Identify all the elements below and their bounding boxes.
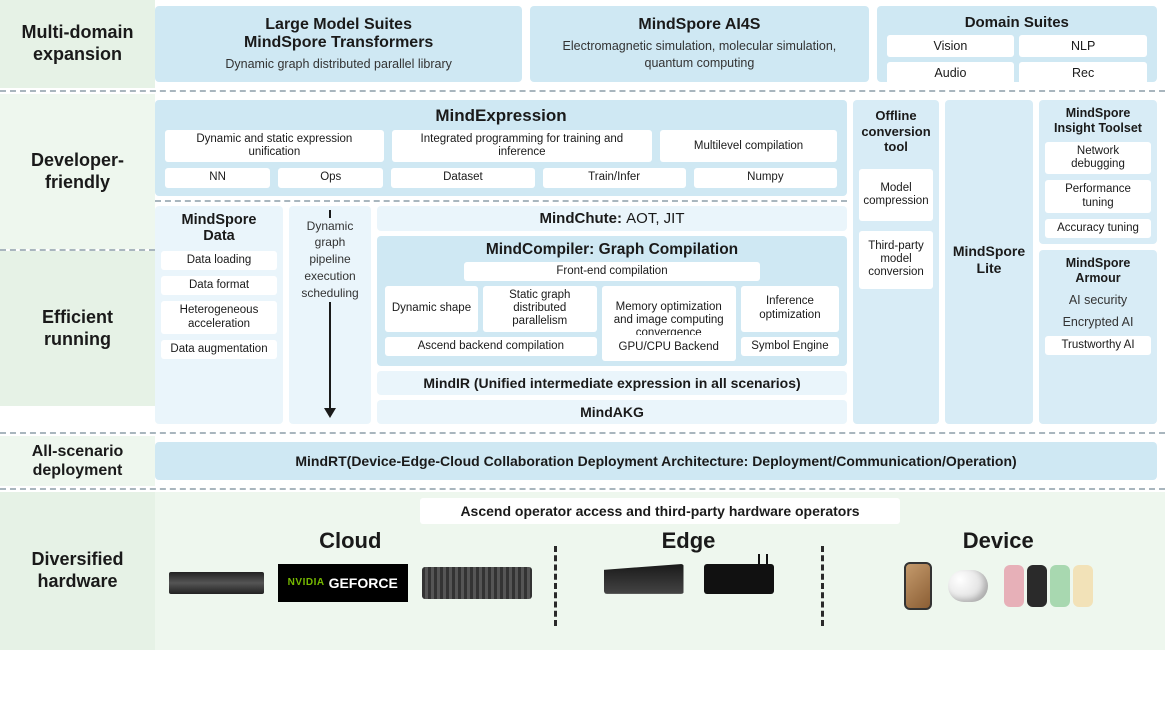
hw-earbuds-icon: [948, 570, 988, 602]
me-dataset: Dataset: [391, 168, 534, 187]
panel-offline: Offline conversion tool Model compressio…: [853, 100, 939, 424]
insight-acc: Accuracy tuning: [1045, 219, 1151, 238]
panel-lite: MindSporeLite: [945, 100, 1033, 424]
armour-title: MindSpore Armour: [1045, 256, 1151, 286]
row4-content: MindRT(Device-Edge-Cloud Collaboration D…: [155, 436, 1165, 486]
hw-watches-icon: [1004, 565, 1093, 607]
divider-1: [0, 90, 1165, 92]
msdata-format: Data format: [161, 276, 277, 295]
me-numpy: Numpy: [694, 168, 837, 187]
panel-mindir: MindIR (Unified intermediate expression …: [377, 371, 847, 395]
msdata-title: MindSporeData: [161, 212, 277, 245]
insight-title: MindSpore Insight Toolset: [1045, 106, 1151, 136]
hw-access: Ascend operator access and third-party h…: [420, 498, 899, 524]
panel-mindchute: MindChute: AOT, JIT: [377, 206, 847, 231]
geforce-label: GEFORCE: [329, 575, 398, 591]
me-train: Train/Infer: [543, 168, 686, 187]
panel-pipeline: Dynamic graph pipeline execution schedul…: [289, 206, 371, 424]
me-integrated: Integrated programming for training and …: [392, 130, 652, 162]
row-label-developer: Developer-friendly: [0, 94, 155, 249]
mc-gpucpu: GPU/CPU Backend: [602, 335, 736, 361]
me-dynstatic: Dynamic and static expression unificatio…: [165, 130, 384, 162]
row-deployment: All-scenario deployment MindRT(Device-Ed…: [0, 436, 1165, 486]
mindexpression-title: MindExpression: [165, 106, 837, 126]
pipeline-arrow-icon: [324, 408, 336, 418]
insight-netdbg: Network debugging: [1045, 142, 1151, 174]
nvidia-label: NVIDIA: [288, 577, 325, 588]
hw-device-title: Device: [842, 528, 1156, 554]
panel-mindrt: MindRT(Device-Edge-Cloud Collaboration D…: [155, 442, 1157, 480]
hw-cloud-server1-icon: [169, 572, 264, 594]
me-ops: Ops: [278, 168, 383, 187]
row-label-multi-domain: Multi-domain expansion: [0, 0, 155, 88]
hw-edge-router-icon: [704, 564, 774, 594]
me-multilevel: Multilevel compilation: [660, 130, 837, 162]
panel-domain-suites: Domain Suites Vision NLP Audio Rec: [877, 6, 1157, 82]
ai4s-title: MindSpore AI4S: [540, 16, 858, 34]
panel-msdata: MindSporeData Data loading Data format H…: [155, 206, 283, 424]
domain-nlp: NLP: [1019, 35, 1147, 57]
panel-mindcompiler: MindCompiler: Graph Compilation Front-en…: [377, 236, 847, 366]
row5-content: Ascend operator access and third-party h…: [155, 492, 1165, 650]
mc-static: Static graph distributed parallelism: [483, 286, 597, 332]
divider-inner-23: [155, 200, 847, 202]
mc-frontend: Front-end compilation: [464, 262, 759, 281]
hw-cloud-title: Cloud: [165, 528, 536, 554]
msdata-loading: Data loading: [161, 251, 277, 270]
msdata-aug: Data augmentation: [161, 340, 277, 359]
panel-armour: MindSpore Armour AI security Encrypted A…: [1039, 250, 1157, 424]
mindcompiler-title: MindCompiler: Graph Compilation: [385, 241, 839, 259]
hw-sep-2: [821, 546, 824, 626]
mc-ascend: Ascend backend compilation: [385, 337, 597, 356]
lms-sub: Dynamic graph distributed parallel libra…: [165, 56, 512, 73]
row-multi-domain: Multi-domain expansion Large Model Suite…: [0, 0, 1165, 88]
row-label-deployment: All-scenario deployment: [0, 436, 155, 486]
hw-edge-title: Edge: [575, 528, 803, 554]
armour-enc: Encrypted AI: [1045, 314, 1151, 331]
lms-title: Large Model Suites MindSpore Transformer…: [165, 16, 512, 52]
mc-dynshape: Dynamic shape: [385, 286, 478, 332]
domain-vision: Vision: [887, 35, 1015, 57]
row1-content: Large Model Suites MindSpore Transformer…: [155, 0, 1165, 88]
pipeline-text: Dynamic graph pipeline execution schedul…: [293, 218, 367, 302]
armour-aisec: AI security: [1045, 292, 1151, 309]
domain-audio: Audio: [887, 62, 1015, 84]
panel-mindakg: MindAKG: [377, 400, 847, 424]
panel-ai4s: MindSpore AI4S Electromagnetic simulatio…: [530, 6, 868, 82]
row-label-efficient: Efficient running: [0, 251, 155, 406]
divider-4: [0, 488, 1165, 490]
offline-title: Offline conversion tool: [859, 108, 933, 155]
insight-perf: Performance tuning: [1045, 180, 1151, 212]
hw-phone-icon: [904, 562, 932, 610]
hw-geforce-icon: NVIDIA GEFORCE: [278, 564, 408, 602]
me-nn: NN: [165, 168, 270, 187]
divider-3: [0, 432, 1165, 434]
mc-infopt: Inference optimization: [741, 286, 839, 332]
msdata-hetero: Heterogeneous acceleration: [161, 301, 277, 333]
panel-mindexpression: MindExpression Dynamic and static expres…: [155, 100, 847, 196]
panel-large-model-suites: Large Model Suites MindSpore Transformer…: [155, 6, 522, 82]
lite-title: MindSporeLite: [953, 243, 1025, 277]
row-hardware: Diversified hardware Ascend operator acc…: [0, 492, 1165, 650]
hw-cloud-rack-icon: [422, 567, 532, 599]
hw-edge-card-icon: [604, 564, 684, 594]
mc-symbol: Symbol Engine: [741, 337, 839, 356]
ai4s-sub: Electromagnetic simulation, molecular si…: [540, 38, 858, 72]
panel-insight: MindSpore Insight Toolset Network debugg…: [1039, 100, 1157, 244]
mindchute-sub: AOT, JIT: [626, 210, 684, 227]
offline-modelcomp: Model compression: [859, 169, 933, 221]
mindchute-title: MindChute:: [540, 210, 622, 227]
rows-2-3-wrapper: Developer-friendly Efficient running Min…: [0, 94, 1165, 430]
domain-title: Domain Suites: [887, 14, 1147, 31]
armour-trust: Trustworthy AI: [1045, 336, 1151, 355]
row-label-hardware: Diversified hardware: [0, 492, 155, 650]
domain-rec: Rec: [1019, 62, 1147, 84]
hw-sep-1: [554, 546, 557, 626]
offline-thirdparty: Third-party model conversion: [859, 231, 933, 289]
